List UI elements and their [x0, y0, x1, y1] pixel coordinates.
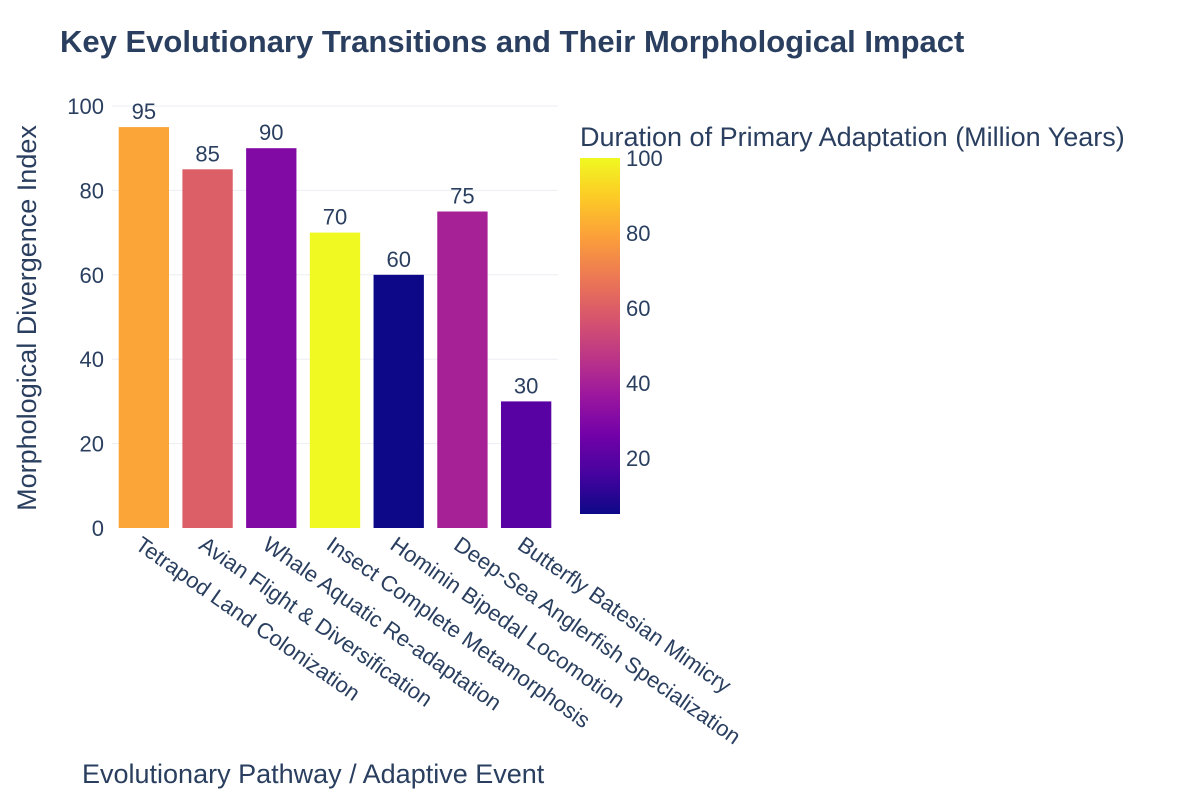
- bar: [182, 169, 233, 529]
- y-tick-label: 0: [92, 516, 104, 541]
- bar-data-label: 85: [195, 141, 219, 166]
- bars: [118, 127, 552, 529]
- bar-data-label: 70: [323, 205, 347, 230]
- bar-data-label: 90: [259, 120, 283, 145]
- colorbar-title: Duration of Primary Adaptation (Million …: [580, 122, 1125, 152]
- y-tick-label: 40: [80, 347, 104, 372]
- bar-data-label: 60: [386, 247, 410, 272]
- colorbar-tick-label: 80: [626, 221, 650, 246]
- colorbar-tick-label: 40: [626, 371, 650, 396]
- y-tick-label: 80: [80, 178, 104, 203]
- x-category-label: Deep-Sea Anglerfish Specialization: [450, 532, 746, 750]
- colorbar: Duration of Primary Adaptation (Million …: [580, 122, 1125, 514]
- y-tick-label: 100: [67, 94, 104, 119]
- bar: [437, 211, 488, 528]
- bar-data-label: 30: [514, 373, 538, 398]
- colorbar-tick-label: 100: [626, 146, 663, 171]
- colorbar-tick-label: 20: [626, 446, 650, 471]
- bar: [246, 148, 297, 528]
- y-axis-ticks: 0 20 40 60 80 100: [67, 94, 104, 541]
- y-tick-label: 60: [80, 263, 104, 288]
- y-axis-title: Morphological Divergence Index: [12, 125, 42, 511]
- bar-data-label: 75: [450, 184, 474, 209]
- x-axis-title: Evolutionary Pathway / Adaptive Event: [82, 759, 545, 789]
- bar: [373, 274, 424, 528]
- chart-title: Key Evolutionary Transitions and Their M…: [60, 24, 964, 59]
- bar: [500, 401, 552, 528]
- bar-data-label: 95: [132, 99, 156, 124]
- bar-labels: 95 85 90 70 60 75 30: [132, 99, 539, 398]
- bar: [118, 127, 170, 528]
- colorbar-ticks: 20 40 60 80 100: [626, 146, 663, 471]
- colorbar-tick-label: 60: [626, 296, 650, 321]
- colorbar-gradient: [580, 158, 620, 514]
- bar: [309, 232, 361, 528]
- y-tick-label: 20: [80, 432, 104, 457]
